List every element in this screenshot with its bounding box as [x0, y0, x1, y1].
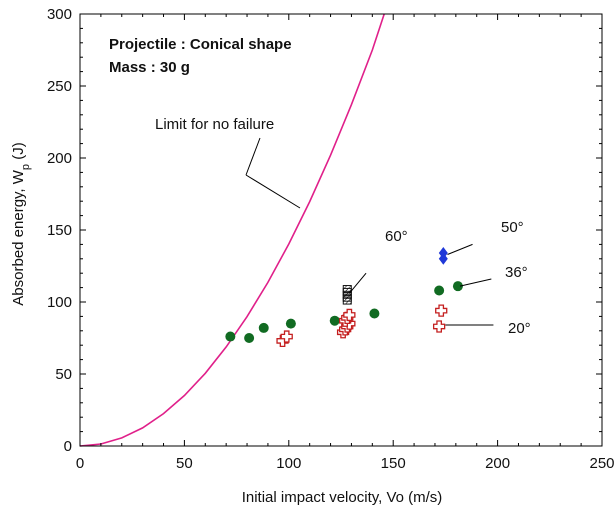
- marker-circle: [285, 318, 296, 329]
- x-tick-label: 150: [381, 455, 406, 472]
- marker-circle: [452, 281, 463, 292]
- marker-diamond: [438, 247, 448, 260]
- x-tick-label: 50: [176, 455, 193, 472]
- points-layer: [225, 247, 463, 348]
- annotation-50: 50°: [501, 219, 524, 236]
- y-axis-title: Absorbed energy, Wp (J): [10, 142, 32, 305]
- y-tick-label: 0: [64, 438, 72, 455]
- y-tick-label: 100: [47, 294, 72, 311]
- marker-circle: [244, 333, 255, 343]
- annotation-60: 60°: [385, 228, 408, 245]
- marker-square: [342, 285, 352, 294]
- info-line-2: Mass : 30 g: [109, 59, 190, 76]
- y-tick-label: 200: [47, 150, 72, 167]
- x-axis-title: Initial impact velocity, Vo (m/s): [242, 489, 443, 506]
- x-tick-label: 250: [589, 455, 614, 472]
- limit-curve-layer: [79, 13, 385, 447]
- annotation-20: 20°: [508, 320, 531, 337]
- leader-line-36: [459, 278, 492, 287]
- y-axis-title-subscript: p: [20, 164, 32, 170]
- x-tick-label: 200: [485, 455, 510, 472]
- leader-line-50: [447, 243, 473, 255]
- y-tick-label: 150: [47, 222, 72, 239]
- plot-frame: [79, 13, 603, 447]
- leader-line-60: [348, 272, 367, 294]
- annotation-limit: Limit for no failure: [155, 116, 274, 133]
- marker-circle: [329, 315, 340, 326]
- marker-circle: [434, 285, 445, 296]
- info-line-1: Projectile : Conical shape: [109, 36, 292, 53]
- marker-circle: [258, 322, 269, 333]
- y-tick-label: 50: [55, 366, 72, 383]
- marker-circle: [369, 308, 380, 319]
- x-tick-label: 100: [276, 455, 301, 472]
- y-tick-label: 300: [47, 6, 72, 23]
- leader-line-limit: [245, 137, 261, 176]
- marker-plus: [432, 320, 446, 333]
- y-tick-label: 250: [47, 78, 72, 95]
- limit-curve: [79, 13, 385, 447]
- ticks-layer: 0 50 100 150 200 250 0 50 100 150 200 250 300: [47, 6, 615, 472]
- marker-plus: [435, 304, 448, 317]
- annotation-36: 36°: [505, 264, 528, 281]
- marker-circle: [225, 331, 236, 342]
- annotation-layer: Limit for no failure 60° 50° 36° 20°: [155, 116, 531, 337]
- marker-plus: [343, 308, 356, 322]
- leader-line-limit-2: [245, 174, 301, 209]
- y-axis-title-unit: (J): [10, 142, 27, 160]
- marker-plus: [280, 330, 293, 343]
- y-axis-title-main: Absorbed energy, W: [10, 169, 27, 305]
- x-tick-label: 0: [76, 455, 84, 472]
